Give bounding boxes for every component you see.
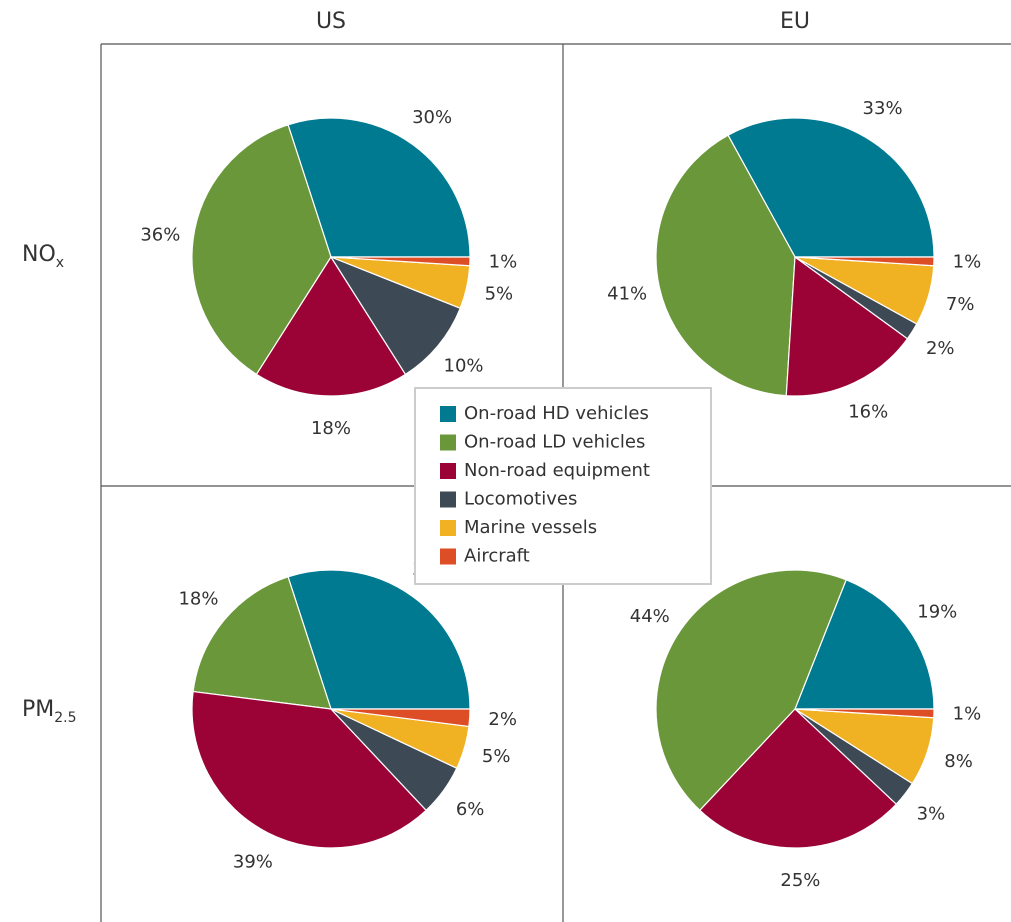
legend-label: Locomotives [464, 489, 577, 510]
row-label: NOx [22, 242, 64, 271]
data-label: 19% [917, 601, 957, 622]
row-label-main: PM [22, 697, 54, 722]
data-label: 6% [456, 799, 485, 820]
legend-swatch [440, 406, 456, 422]
data-label: 1% [953, 251, 982, 272]
pie-slice [330, 708, 471, 728]
pie-slice [785, 255, 909, 397]
data-label: 18% [178, 588, 218, 609]
data-label: 2% [488, 709, 517, 730]
legend-box [414, 387, 712, 585]
legend-swatch [440, 463, 456, 479]
pie-slice [794, 708, 935, 719]
data-label: 8% [944, 751, 973, 772]
pie-slice [727, 117, 935, 258]
data-label: 2% [926, 338, 955, 359]
row-label-sub: x [56, 255, 64, 271]
pie-slice [330, 256, 471, 267]
pie-slice [255, 255, 407, 397]
data-label: 3% [917, 803, 946, 824]
data-label: 1% [489, 251, 518, 272]
pie-slice [191, 690, 428, 849]
column-label: EU [780, 9, 810, 34]
row-label: PM2.5 [22, 697, 77, 726]
legend-swatch [440, 491, 456, 508]
pie-slice [698, 708, 898, 849]
data-label: 33% [863, 98, 903, 119]
legend-swatch [440, 434, 456, 451]
pie-slice [794, 256, 935, 267]
row-label-main: NO [22, 242, 56, 267]
data-label: 39% [233, 851, 273, 872]
pie-slice [655, 134, 796, 397]
pie-slice [287, 117, 471, 258]
data-label: 44% [630, 606, 670, 627]
legend-label: Non-road equipment [464, 460, 650, 481]
legend-label: On-road HD vehicles [464, 403, 649, 424]
pie-slice [192, 576, 332, 710]
legend-swatch [440, 548, 456, 565]
data-label: 5% [482, 746, 511, 767]
data-label: 10% [444, 356, 484, 377]
pie-slice [794, 578, 935, 710]
data-label: 41% [607, 284, 647, 305]
pie-slice [191, 124, 332, 376]
legend-swatch [440, 520, 456, 536]
data-label: 36% [140, 224, 180, 245]
data-label: 7% [946, 294, 975, 315]
data-label: 16% [848, 402, 888, 423]
pie-slice [655, 569, 847, 812]
data-label: 5% [485, 284, 514, 305]
legend-label: Aircraft [464, 546, 530, 567]
legend-label: Marine vessels [464, 517, 597, 538]
data-label: 30% [412, 107, 452, 128]
data-label: 18% [311, 418, 351, 439]
data-label: 1% [953, 703, 982, 724]
pie-slice [329, 255, 462, 376]
column-label: US [316, 9, 346, 34]
legend-label: On-road LD vehicles [464, 432, 645, 453]
row-label-sub: 2.5 [54, 710, 76, 726]
data-label: 25% [780, 870, 820, 891]
pie-slice [287, 569, 471, 710]
